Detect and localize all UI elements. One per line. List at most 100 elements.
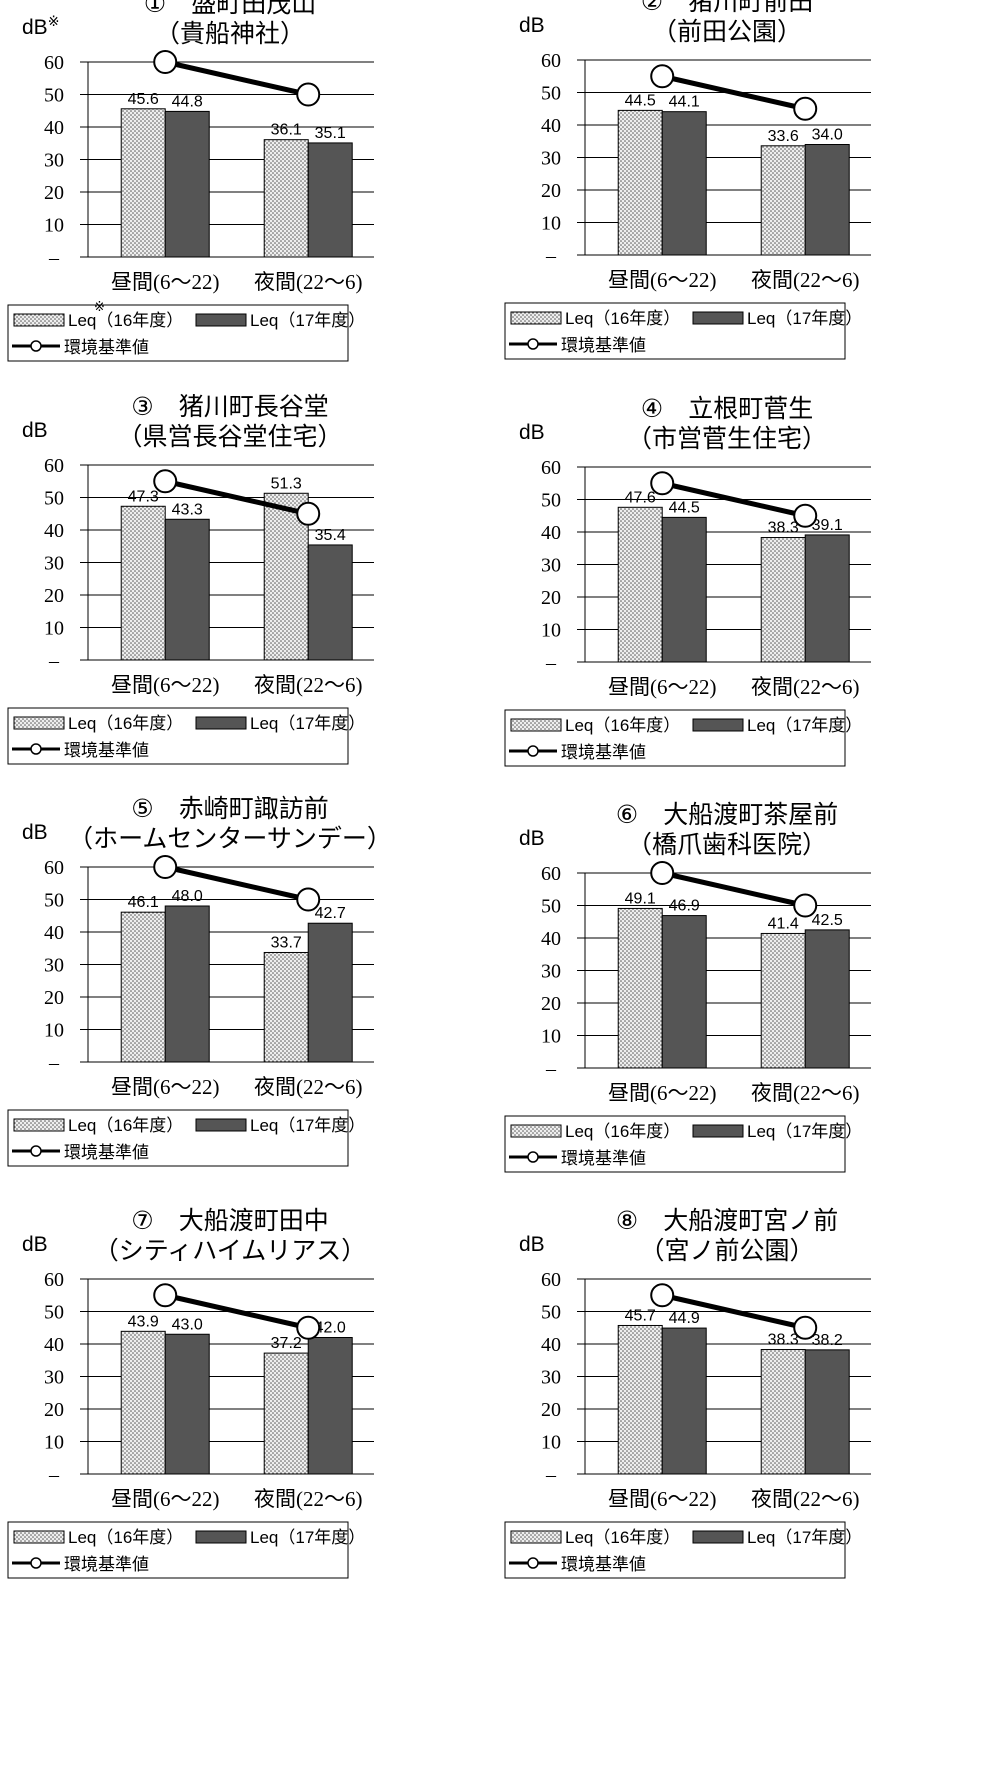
- legend: Leq（16年度） Leq（17年度） 環境基準値: [504, 302, 862, 360]
- legend-marker-standard: [30, 1557, 42, 1569]
- y-axis-label: dB: [22, 419, 48, 442]
- y-tick-label: 50: [541, 896, 561, 918]
- standard-point: [296, 887, 321, 912]
- legend-label-standard: 環境基準値: [64, 1555, 149, 1574]
- legend-label-leq16: Leq（16年度）: [68, 1116, 183, 1135]
- y-tick-label: 20: [44, 1399, 64, 1421]
- bar-leq17: [307, 1337, 353, 1475]
- chart-title: ⑥ 大船渡町茶屋前: [616, 801, 838, 829]
- x-tick-label: 昼間(6～22): [608, 1487, 717, 1511]
- chart-subtitle: （ホームセンターサンデー）: [68, 825, 392, 853]
- bar-leq17: [661, 915, 707, 1069]
- y-tick-label: 30: [44, 1367, 64, 1389]
- y-tick-label: 30: [541, 1367, 561, 1389]
- data-label-leq16: 33.7: [271, 934, 302, 951]
- standard-point: [296, 501, 321, 526]
- y-tick-label: 10: [44, 1020, 64, 1042]
- legend-label-leq16: Leq（16年度）: [68, 1528, 183, 1547]
- x-tick-label: 夜間(22～6): [254, 270, 363, 294]
- bar-leq17: [164, 1333, 210, 1475]
- chart-3: ③ 猪川町長谷堂（県営長谷堂住宅） dB – 10 20 30 40 50 60 47.3 43.3…: [7, 393, 374, 765]
- standard-line: [661, 480, 806, 519]
- chart-5: ⑤ 赤崎町諏訪前（ホームセンターサンデー） dB – 10 20 30 40 50 60 46.1…: [7, 795, 392, 1167]
- legend-label-leq16: Leq（16年度）: [565, 309, 680, 328]
- bar-leq17: [804, 1349, 850, 1475]
- bar-leq17: [804, 929, 850, 1069]
- legend-swatch-leq17: [692, 311, 744, 325]
- bar-leq16: [120, 1330, 166, 1475]
- standard-point: [793, 893, 818, 918]
- legend-swatch-leq17: [692, 1530, 744, 1544]
- y-tick-label: 40: [44, 922, 64, 944]
- legend-swatch-leq16: [510, 311, 562, 325]
- bar-leq16: [120, 505, 166, 661]
- y-tick-label: 50: [44, 1302, 64, 1324]
- data-label-leq16: 49.1: [625, 890, 656, 907]
- bar-leq16: [760, 537, 806, 663]
- data-label-leq17: 48.0: [172, 888, 203, 905]
- standard-point: [296, 82, 321, 107]
- x-tick-label: 昼間(6～22): [608, 675, 717, 699]
- data-label-leq17: 44.5: [669, 499, 700, 516]
- standard-point: [793, 96, 818, 121]
- footnote-mark: ※: [94, 299, 105, 314]
- bar-leq17: [164, 110, 210, 258]
- legend-marker-standard: [30, 340, 42, 352]
- y-tick-label: 60: [44, 857, 64, 879]
- y-tick-label: 10: [541, 1432, 561, 1454]
- standard-point: [153, 855, 178, 879]
- chart-title: ② 猪川町前田: [641, 0, 813, 16]
- y-axis-label: dB: [519, 421, 545, 444]
- x-tick-label: 昼間(6～22): [111, 1487, 220, 1511]
- bar-leq17: [804, 534, 850, 663]
- legend-label-leq17: Leq（17年度）: [747, 309, 862, 328]
- y-tick-label: 40: [44, 1334, 64, 1356]
- chart-title: ③ 猪川町長谷堂: [131, 393, 328, 421]
- standard-point: [153, 50, 178, 74]
- chart-subtitle: （宮ノ前公園）: [639, 1237, 814, 1265]
- y-tick-label: –: [48, 1464, 60, 1486]
- standard-line: [164, 59, 309, 97]
- bar-leq16: [617, 109, 663, 256]
- y-tick-label: 60: [541, 863, 561, 885]
- x-tick-label: 昼間(6～22): [608, 1081, 717, 1105]
- legend-label-leq16: Leq（16年度）: [68, 311, 183, 330]
- legend-label-standard: 環境基準値: [561, 336, 646, 355]
- data-label-leq17: 43.0: [172, 1316, 203, 1333]
- chart-title: ⑧ 大船渡町宮ノ前: [616, 1207, 838, 1235]
- data-label-leq17: 42.5: [812, 912, 843, 929]
- legend-swatch-leq16: [510, 1124, 562, 1138]
- y-tick-label: 30: [44, 955, 64, 977]
- x-tick-label: 夜間(22～6): [751, 268, 860, 292]
- data-label-leq17: 44.1: [669, 94, 700, 111]
- y-axis-label: dB※: [22, 13, 59, 39]
- bar-leq17: [661, 111, 707, 256]
- data-label-leq16: 44.5: [625, 92, 656, 109]
- standard-point: [153, 1283, 178, 1308]
- y-axis-label: dB: [519, 1233, 545, 1256]
- chart-title: ⑦ 大船渡町田中: [131, 1207, 328, 1235]
- y-tick-label: –: [545, 1058, 557, 1080]
- legend-label-standard: 環境基準値: [561, 1149, 646, 1168]
- y-tick-label: 40: [541, 115, 561, 137]
- y-tick-label: 40: [44, 520, 64, 542]
- legend-swatch-leq17: [195, 1530, 247, 1544]
- bar-leq16: [120, 911, 166, 1063]
- data-label-leq17: 35.1: [315, 125, 346, 142]
- data-label-leq16: 37.2: [271, 1335, 302, 1352]
- y-axis-label: dB: [519, 14, 545, 37]
- bar-leq16: [760, 1349, 806, 1475]
- legend-marker-standard: [527, 1151, 539, 1163]
- y-tick-label: 10: [541, 1026, 561, 1048]
- y-tick-label: 40: [44, 117, 64, 139]
- bar-leq16: [760, 932, 806, 1069]
- x-tick-label: 夜間(22～6): [751, 675, 860, 699]
- legend-marker-standard: [527, 1557, 539, 1569]
- data-label-leq17: 39.1: [812, 517, 843, 534]
- data-label-leq16: 45.7: [625, 1307, 656, 1324]
- legend-box: [7, 707, 349, 765]
- y-tick-label: –: [545, 1464, 557, 1486]
- data-label-leq17: 42.0: [315, 1320, 346, 1337]
- y-tick-label: 10: [44, 215, 64, 237]
